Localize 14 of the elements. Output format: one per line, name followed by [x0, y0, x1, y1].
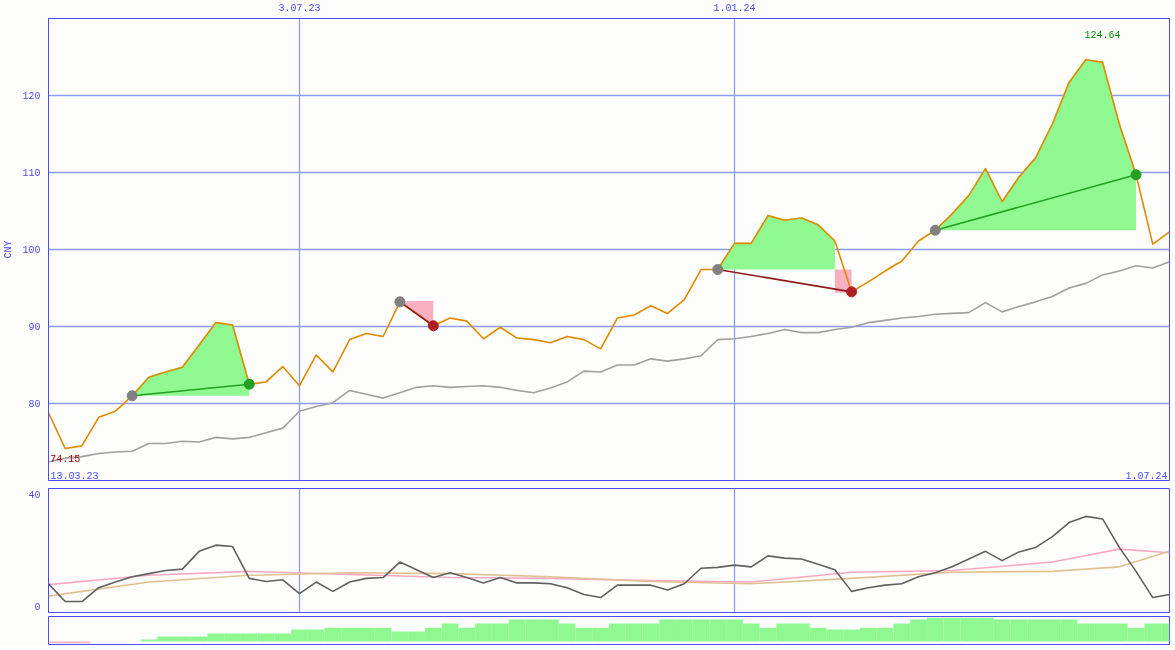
y-tick-label: 40 [28, 489, 41, 501]
x-tick-label: 3.07.23 [278, 2, 321, 14]
y-axis-title: CNY [3, 240, 15, 259]
y-tick-label: 0 [34, 602, 41, 614]
annotation: 13.03.23 [50, 470, 99, 482]
x-tick-label: 1.01.24 [713, 2, 756, 14]
y-tick-label: 110 [22, 168, 41, 179]
y-tick-label: 90 [28, 322, 41, 333]
y-tick-label: 100 [22, 245, 41, 256]
annotation: 124.64 [1084, 29, 1121, 41]
annotation: 74.15 [50, 453, 81, 465]
y-tick-label: 120 [22, 91, 41, 102]
y-tick-label: 80 [28, 399, 41, 410]
annotation: 1.07.24 [1125, 470, 1168, 482]
